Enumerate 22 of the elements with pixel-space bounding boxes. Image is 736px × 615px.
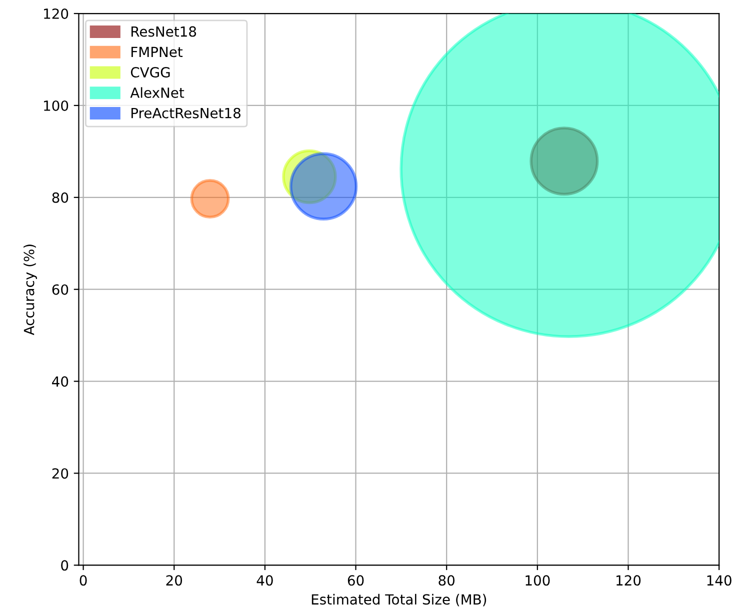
x-tick-label: 40 [256, 575, 273, 586]
legend-label: CVGG [130, 67, 170, 78]
x-tick-label: 80 [438, 575, 455, 586]
y-tick-label: 0 [61, 560, 68, 571]
y-axis-title: Accuracy (%) [24, 244, 37, 336]
legend-label: FMPNet [132, 46, 183, 58]
x-tick-label: 140 [707, 575, 732, 586]
y-tick-label: 80 [52, 192, 68, 203]
x-tick-label: 100 [526, 575, 550, 586]
x-axis-title: Estimated Total Size (MB) [312, 594, 486, 606]
x-tick-label: 120 [616, 575, 641, 586]
x-tick-label: 0 [80, 575, 87, 586]
y-tick-label: 100 [44, 100, 68, 111]
legend-label: ResNet18 [132, 26, 196, 37]
x-tick-label: 60 [348, 575, 364, 586]
x-tick-label: 20 [166, 575, 182, 586]
y-tick-label: 20 [52, 468, 68, 479]
legend-label: AlexNet [130, 87, 184, 98]
legend-label: PreActResNet18 [132, 108, 240, 118]
y-tick-label: 40 [52, 376, 68, 387]
y-tick-label: 120 [44, 8, 68, 20]
y-tick-label: 60 [52, 284, 68, 295]
